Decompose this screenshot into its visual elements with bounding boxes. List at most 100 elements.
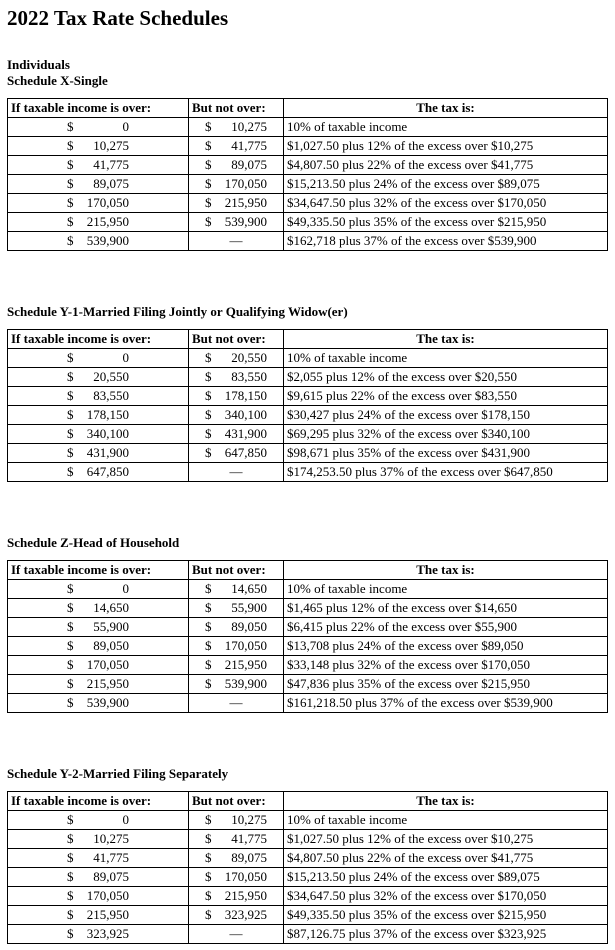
not-over-cell: $83,550: [188, 367, 284, 387]
not-over-cell: —: [188, 924, 284, 944]
over-cell: $170,050: [7, 193, 189, 213]
currency-symbol: $: [205, 157, 212, 172]
currency-symbol: $: [205, 214, 212, 229]
not-over-cell: —: [188, 231, 284, 251]
table-row: $0 $10,275 10% of taxable income: [7, 810, 608, 830]
not-over-amount: 55,900: [231, 600, 267, 615]
over-amount: 539,900: [86, 233, 129, 248]
tax-table: If taxable income is over: But not over:…: [7, 98, 608, 251]
currency-symbol: $: [205, 831, 212, 846]
table-header-row: If taxable income is over: But not over:…: [7, 329, 608, 349]
currency-symbol: $: [205, 388, 212, 403]
currency-symbol: $: [205, 119, 212, 134]
over-amount: 89,050: [93, 638, 129, 653]
table-row: $170,050 $215,950 $33,148 plus 32% of th…: [7, 655, 608, 675]
over-amount: 170,050: [86, 657, 129, 672]
currency-symbol: $: [205, 907, 212, 922]
over-cell: $0: [7, 117, 189, 137]
table-row: $215,950 $539,900 $47,836 plus 35% of th…: [7, 674, 608, 694]
tax-cell: $2,055 plus 12% of the excess over $20,5…: [283, 367, 608, 387]
currency-symbol: $: [67, 888, 74, 903]
column-header-tax: The tax is:: [283, 560, 608, 580]
schedule-y2-married-separately: Schedule Y-2-Married Filing Separately I…: [7, 766, 615, 944]
not-over-amount: 215,950: [224, 888, 267, 903]
over-amount: 83,550: [93, 388, 129, 403]
tax-cell: $87,126.75 plus 37% of the excess over $…: [283, 924, 608, 944]
not-over-amount: 340,100: [224, 407, 267, 422]
not-over-cell: $89,075: [188, 155, 284, 175]
tax-cell: 10% of taxable income: [283, 810, 608, 830]
currency-symbol: $: [205, 350, 212, 365]
over-cell: $0: [7, 579, 189, 599]
currency-symbol: $: [67, 600, 74, 615]
tax-cell: $15,213.50 plus 24% of the excess over $…: [283, 867, 608, 887]
over-cell: $41,775: [7, 155, 189, 175]
table-row: $0 $20,550 10% of taxable income: [7, 348, 608, 368]
not-over-amount: 215,950: [224, 195, 267, 210]
not-over-amount: 170,050: [224, 176, 267, 191]
tax-cell: $1,027.50 plus 12% of the excess over $1…: [283, 136, 608, 156]
over-amount: 41,775: [93, 157, 129, 172]
table-row: $89,075 $170,050 $15,213.50 plus 24% of …: [7, 174, 608, 194]
column-header-tax: The tax is:: [283, 98, 608, 118]
currency-symbol: $: [205, 581, 212, 596]
not-over-amount: 41,775: [231, 138, 267, 153]
tax-cell: $1,027.50 plus 12% of the excess over $1…: [283, 829, 608, 849]
not-over-cell: $41,775: [188, 829, 284, 849]
currency-symbol: $: [67, 157, 74, 172]
section-heading-individuals: Individuals: [7, 57, 70, 72]
currency-symbol: $: [67, 138, 74, 153]
not-over-cell: —: [188, 693, 284, 713]
currency-symbol: $: [67, 426, 74, 441]
column-header-not-over: But not over:: [188, 791, 284, 811]
tax-cell: $1,465 plus 12% of the excess over $14,6…: [283, 598, 608, 618]
over-cell: $170,050: [7, 886, 189, 906]
table-row: $55,900 $89,050 $6,415 plus 22% of the e…: [7, 617, 608, 637]
not-over-cell: $10,275: [188, 810, 284, 830]
over-amount: 20,550: [93, 369, 129, 384]
not-over-cell: $170,050: [188, 174, 284, 194]
table-row: $170,050 $215,950 $34,647.50 plus 32% of…: [7, 193, 608, 213]
currency-symbol: $: [67, 445, 74, 460]
over-amount: 178,150: [86, 407, 129, 422]
table-row: $0 $10,275 10% of taxable income: [7, 117, 608, 137]
currency-symbol: $: [205, 407, 212, 422]
tax-cell: $33,148 plus 32% of the excess over $170…: [283, 655, 608, 675]
table-header-row: If taxable income is over: But not over:…: [7, 791, 608, 811]
table-row: $431,900 $647,850 $98,671 plus 35% of th…: [7, 443, 608, 463]
not-over-amount: 14,650: [231, 581, 267, 596]
over-cell: $0: [7, 348, 189, 368]
currency-symbol: $: [67, 926, 74, 941]
not-over-cell: $178,150: [188, 386, 284, 406]
column-header-over: If taxable income is over:: [7, 560, 189, 580]
table-row: $41,775 $89,075 $4,807.50 plus 22% of th…: [7, 848, 608, 868]
over-amount: 0: [122, 812, 130, 827]
tax-cell: $4,807.50 plus 22% of the excess over $4…: [283, 155, 608, 175]
currency-symbol: $: [67, 350, 74, 365]
currency-symbol: $: [205, 600, 212, 615]
currency-symbol: $: [67, 638, 74, 653]
over-cell: $340,100: [7, 424, 189, 444]
over-amount: 0: [122, 350, 130, 365]
not-over-cell: —: [188, 462, 284, 482]
not-over-amount: 89,075: [231, 850, 267, 865]
over-cell: $431,900: [7, 443, 189, 463]
tax-cell: $49,335.50 plus 35% of the excess over $…: [283, 212, 608, 232]
currency-symbol: $: [67, 233, 74, 248]
not-over-amount: 170,050: [224, 638, 267, 653]
over-cell: $41,775: [7, 848, 189, 868]
not-over-cell: $10,275: [188, 117, 284, 137]
not-over-cell: $55,900: [188, 598, 284, 618]
currency-symbol: $: [205, 888, 212, 903]
tax-cell: $162,718 plus 37% of the excess over $53…: [283, 231, 608, 251]
currency-symbol: $: [67, 657, 74, 672]
currency-symbol: $: [67, 907, 74, 922]
currency-symbol: $: [67, 214, 74, 229]
tax-cell: $9,615 plus 22% of the excess over $83,5…: [283, 386, 608, 406]
over-cell: $539,900: [7, 231, 189, 251]
not-over-amount: 431,900: [224, 426, 267, 441]
over-cell: $215,950: [7, 905, 189, 925]
tax-cell: $174,253.50 plus 37% of the excess over …: [283, 462, 608, 482]
tax-cell: $6,415 plus 22% of the excess over $55,9…: [283, 617, 608, 637]
over-cell: $89,075: [7, 867, 189, 887]
